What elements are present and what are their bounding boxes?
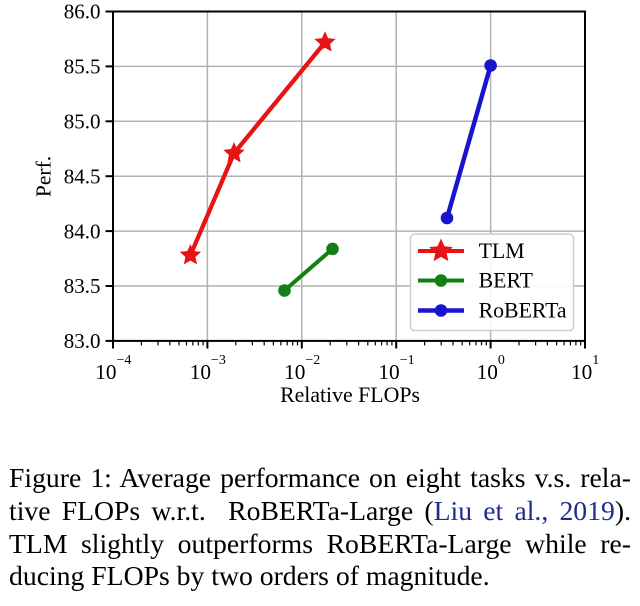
svg-text:85.0: 85.0	[64, 110, 101, 134]
svg-text:Relative FLOPs: Relative FLOPs	[280, 383, 420, 407]
svg-text:BERT: BERT	[479, 269, 533, 293]
svg-text:85.5: 85.5	[64, 55, 101, 79]
svg-text:RoBERTa: RoBERTa	[479, 299, 567, 323]
svg-text:Perf.: Perf.	[32, 156, 56, 197]
svg-text:84.0: 84.0	[64, 219, 101, 243]
svg-text:84.5: 84.5	[64, 164, 101, 188]
svg-text:83.0: 83.0	[64, 329, 101, 353]
svg-text:83.5: 83.5	[64, 274, 101, 298]
svg-text:TLM: TLM	[479, 239, 525, 263]
svg-text:86.0: 86.0	[64, 0, 101, 24]
